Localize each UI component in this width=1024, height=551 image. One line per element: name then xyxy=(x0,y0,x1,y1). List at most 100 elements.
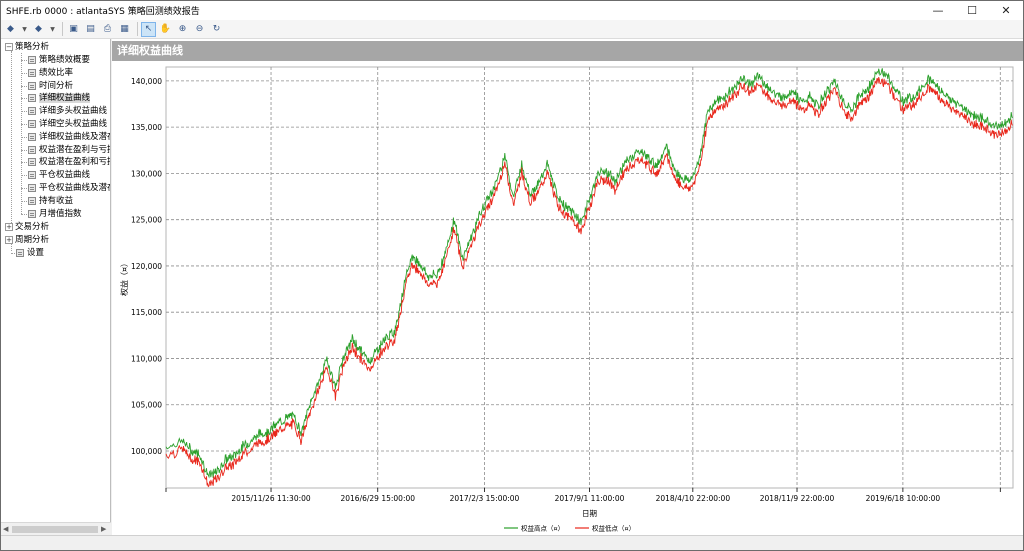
tree-item-label: 详细多头权益曲线 xyxy=(39,106,108,117)
status-bar xyxy=(1,535,1023,550)
tree-group-trade-analysis[interactable]: + 交易分析 xyxy=(5,221,49,233)
export-icon[interactable]: ▤ xyxy=(86,24,95,34)
tree-item-7[interactable]: 详细权益曲线及潜在 xyxy=(28,131,111,143)
tree-group-period-analysis[interactable]: + 周期分析 xyxy=(5,234,49,246)
tree-item-label: 详细权益曲线 xyxy=(39,93,91,104)
tree-connector xyxy=(21,85,29,87)
tree-item-label: 绩效比率 xyxy=(39,67,74,78)
tree-item-1[interactable]: 策略绩效概要 xyxy=(28,54,90,66)
scroll-left-icon[interactable]: ◀ xyxy=(3,525,9,533)
tree-item-label: 详细空头权益曲线 xyxy=(39,119,108,129)
scroll-right-icon[interactable]: ▶ xyxy=(101,525,107,533)
tree-item-label: 月增值指数 xyxy=(39,208,82,219)
tree-item-label: 权益潜在盈利和亏损 xyxy=(39,157,111,168)
window-title: SHFE.rb 0000 : atlantaSYS 策略回测绩效报告 xyxy=(6,7,200,17)
tree-item-4[interactable]: 详细权益曲线 xyxy=(28,92,91,104)
minimize-button[interactable]: — xyxy=(932,4,944,17)
tree-connector xyxy=(11,239,12,251)
tree-connector xyxy=(21,213,29,215)
y-tick-label: 140,000 xyxy=(131,77,162,86)
tree-connector xyxy=(21,60,29,61)
tree-item-8[interactable]: 权益潜在盈利与亏损 xyxy=(28,144,111,156)
y-tick-label: 115,000 xyxy=(131,308,162,317)
tree-connector xyxy=(11,51,12,231)
page-icon xyxy=(28,145,36,154)
tree-connector xyxy=(21,53,22,214)
report-icon[interactable]: ▦ xyxy=(120,24,129,34)
tree-item-10[interactable]: 平仓权益曲线 xyxy=(28,169,90,181)
tree-horizontal-scrollbar[interactable]: ◀ ▶ xyxy=(1,522,111,535)
toolbar: ◆ ▼ ◆ ▼ ▣ ▤ ⎙ ▦ ↖ ✋ ⊕ ⊖ ↻ xyxy=(1,20,1023,39)
x-tick-label: 2019/6/18 10:00:00 xyxy=(866,494,941,503)
toolbar-separator xyxy=(62,22,63,36)
tree-item-11[interactable]: 平仓权益曲线及潜在 xyxy=(28,182,111,194)
y-tick-label: 105,000 xyxy=(131,401,162,410)
y-tick-label: 100,000 xyxy=(131,447,162,456)
tree-group-strategy-analysis[interactable]: − 策略分析 xyxy=(5,41,49,53)
toolbar-separator xyxy=(137,22,138,36)
refresh-icon[interactable]: ↻ xyxy=(212,24,221,34)
collapse-icon[interactable]: − xyxy=(5,43,13,51)
tree-item-label: 平仓权益曲线 xyxy=(39,170,91,181)
forward-icon[interactable]: ◆ xyxy=(35,24,42,34)
page-icon xyxy=(28,171,36,180)
forward-dropdown-icon[interactable]: ▼ xyxy=(50,25,55,33)
page-icon xyxy=(28,107,36,116)
y-tick-label: 125,000 xyxy=(131,216,162,225)
tree-item-label: 设置 xyxy=(27,248,45,258)
maximize-button[interactable]: ☐ xyxy=(967,4,977,17)
tree-connector xyxy=(11,253,19,254)
print-icon[interactable]: ⎙ xyxy=(103,24,112,34)
scrollbar-thumb[interactable] xyxy=(12,526,98,533)
y-axis-label: 权益（¤） xyxy=(119,259,129,296)
tree-item-6[interactable]: 详细空头权益曲线 xyxy=(28,118,107,130)
page-icon xyxy=(16,249,24,257)
x-tick-label: 2015/11/26 11:30:00 xyxy=(231,494,311,503)
y-tick-label: 120,000 xyxy=(131,262,162,271)
tree-item-label: 持有收益 xyxy=(39,195,74,206)
expand-icon[interactable]: + xyxy=(5,236,13,244)
tree-item-label: 平仓权益曲线及潜在 xyxy=(39,183,111,193)
page-icon xyxy=(28,56,36,64)
x-tick-label: 2017/9/1 11:00:00 xyxy=(555,494,625,503)
tree-item-label: 详细权益曲线及潜在 xyxy=(39,131,111,142)
hand-icon[interactable]: ✋ xyxy=(159,24,172,34)
tree-item-9[interactable]: 权益潜在盈利和亏损 xyxy=(28,156,111,168)
tree-item-settings[interactable]: 设置 xyxy=(16,247,44,259)
panel-title: 详细权益曲线 xyxy=(112,41,1023,61)
equity-chart[interactable]: 100,000 105,000 110,000 115,000 120,000 125,0… xyxy=(112,63,1023,533)
tree-item-12[interactable]: 持有收益 xyxy=(28,195,73,207)
legend-entry: 权益低点（¤） xyxy=(592,524,635,533)
page-icon xyxy=(28,132,36,141)
close-button[interactable]: ✕ xyxy=(1001,4,1011,17)
navigation-tree: − 策略分析 + 交易分析 + 周期分析 设置 策略绩效概要 绩效比率时间分析详细权益曲… xyxy=(1,39,111,522)
tree-group-label: 周期分析 xyxy=(15,235,50,245)
tree-item-label: 权益潜在盈利与亏损 xyxy=(39,144,111,155)
tree-connector xyxy=(21,72,29,74)
legend-entry: 权益高点（¤） xyxy=(521,524,564,533)
tree-item-label: 时间分析 xyxy=(39,80,74,91)
tree-item-13[interactable]: 月增值指数 xyxy=(28,208,82,220)
tree-group-label: 策略分析 xyxy=(15,42,50,52)
expand-icon[interactable]: + xyxy=(5,223,13,231)
x-tick-label: 2016/6/29 15:00:00 xyxy=(340,494,415,503)
tree-item-5[interactable]: 详细多头权益曲线 xyxy=(28,105,107,117)
y-tick-label: 135,000 xyxy=(131,123,162,132)
tree-connector xyxy=(21,200,29,202)
report-panel: 详细权益曲线 100,000 105,000 110,000 115,000 120,0… xyxy=(112,39,1023,535)
tree-connector xyxy=(21,188,29,189)
x-tick-label: 2017/2/3 15:00:00 xyxy=(450,494,520,503)
tree-item-2[interactable]: 绩效比率 xyxy=(28,67,73,79)
zoom-in-icon[interactable]: ⊕ xyxy=(178,24,187,34)
tree-item-3[interactable]: 时间分析 xyxy=(28,80,73,92)
save-icon[interactable]: ▣ xyxy=(69,24,78,34)
back-dropdown-icon[interactable]: ▼ xyxy=(22,25,27,33)
zoom-out-icon[interactable]: ⊖ xyxy=(195,24,204,34)
pointer-icon[interactable]: ↖ xyxy=(141,21,156,37)
back-icon[interactable]: ◆ xyxy=(7,24,14,34)
tree-connector xyxy=(21,98,29,100)
tree-connector xyxy=(21,149,29,151)
y-tick-label: 110,000 xyxy=(131,354,162,363)
tree-connector xyxy=(21,162,29,164)
